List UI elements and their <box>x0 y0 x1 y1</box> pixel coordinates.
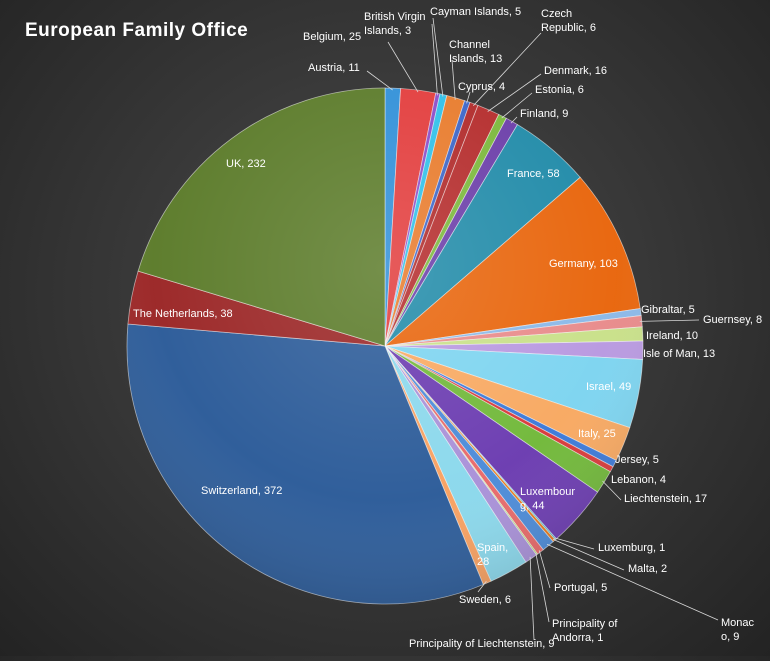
leader-line-sweden <box>477 580 487 593</box>
data-label-jersey: Jersey, 5 <box>615 454 659 466</box>
leader-line-malta <box>552 538 625 571</box>
data-label-guernsey: Guernsey, 8 <box>703 314 762 326</box>
data-label-the-netherlands: The Netherlands, 38 <box>133 308 233 320</box>
leader-line-cyprus <box>466 91 471 104</box>
leader-line-luxemburg <box>554 537 595 550</box>
data-label-luxemburg: Luxemburg, 1 <box>598 542 665 554</box>
data-label-uk: UK, 232 <box>226 158 266 170</box>
leader-line-finland <box>510 116 518 124</box>
leader-line-austria <box>366 70 393 91</box>
leader-line-principality-of-andorra <box>535 552 550 623</box>
data-label-cayman-islands: Cayman Islands, 5 <box>430 6 521 18</box>
data-label-principality-of-liechtenstein: Principality of Liechtenstein, 9 <box>409 638 555 650</box>
leader-line-denmark <box>487 73 542 112</box>
data-label-malta: Malta, 2 <box>628 563 667 575</box>
data-label-switzerland: Switzerland, 372 <box>201 485 282 497</box>
data-label-ireland: Ireland, 10 <box>646 330 698 342</box>
leader-line-principality-of-liechtenstein <box>529 556 535 641</box>
data-label-estonia: Estonia, 6 <box>535 84 584 96</box>
data-label-cyprus: Cyprus, 4 <box>458 81 505 93</box>
leader-line-monaco <box>546 543 719 621</box>
data-label-czech-republic: Czech Republic, 6 <box>541 8 596 34</box>
data-label-israel: Israel, 49 <box>586 381 631 393</box>
leader-line-belgium <box>387 41 419 93</box>
data-label-finland: Finland, 9 <box>520 108 568 120</box>
chart-title: European Family Office <box>25 20 249 41</box>
data-label-principality-of-andorra: Principality of Andorra, 1 <box>552 618 618 644</box>
data-label-luxembourg: Luxembour g, 44 <box>520 486 575 512</box>
data-label-monaco: Monac o, 9 <box>721 617 755 643</box>
data-label-lebanon: Lebanon, 4 <box>611 474 666 486</box>
data-label-germany: Germany, 103 <box>549 258 618 270</box>
leader-line-estonia <box>501 92 533 119</box>
data-label-sweden: Sweden, 6 <box>459 594 511 606</box>
data-label-channel-islands: Channel Islands, 13 <box>449 39 502 65</box>
leader-line-liechtenstein <box>602 480 622 501</box>
leader-line-channel-islands <box>451 59 456 100</box>
data-label-liechtenstein: Liechtenstein, 17 <box>624 493 707 505</box>
data-label-isle-of-man: Isle of Man, 13 <box>643 348 715 360</box>
data-label-spain: Spain, 28 <box>477 542 508 568</box>
data-label-gibraltar: Gibraltar, 5 <box>641 304 695 316</box>
data-label-austria: Austria, 11 <box>308 62 360 74</box>
data-label-portugal: Portugal, 5 <box>554 582 607 594</box>
leader-line-czech-republic <box>473 32 542 106</box>
data-label-british-virgin-islands: British Virgin Islands, 3 <box>364 11 426 37</box>
data-label-france: France, 58 <box>507 168 560 180</box>
data-label-denmark: Denmark, 16 <box>544 65 607 77</box>
leader-line-portugal <box>538 550 551 589</box>
leader-line-cayman-islands <box>432 17 444 97</box>
data-label-belgium: Belgium, 25 <box>303 31 361 43</box>
leader-line-guernsey <box>639 319 700 322</box>
leader-line-british-virgin-islands <box>431 23 438 96</box>
data-label-italy: Italy, 25 <box>578 428 616 440</box>
